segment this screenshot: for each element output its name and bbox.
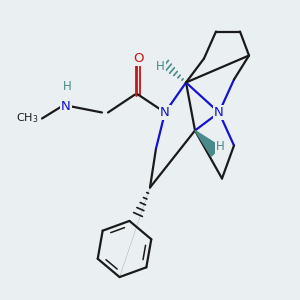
- Text: N: N: [214, 106, 224, 119]
- Text: H: H: [216, 140, 225, 154]
- Polygon shape: [195, 130, 221, 156]
- Text: N: N: [160, 106, 170, 119]
- Text: H: H: [63, 80, 72, 94]
- Text: CH$_3$: CH$_3$: [16, 112, 38, 125]
- Text: H: H: [156, 59, 165, 73]
- Text: N: N: [61, 100, 71, 113]
- Text: O: O: [133, 52, 143, 65]
